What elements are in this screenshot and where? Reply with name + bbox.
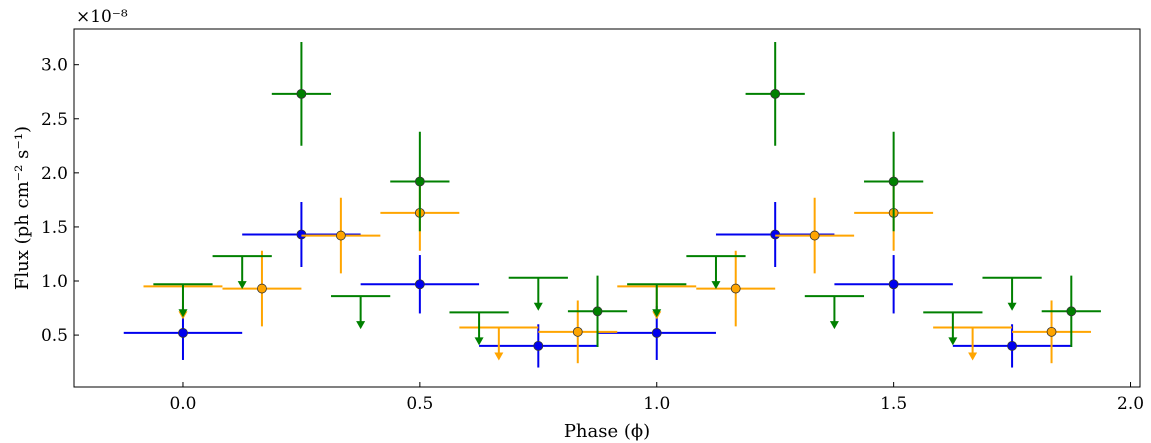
- data-point: [1041, 275, 1101, 347]
- data-marker: [296, 88, 307, 99]
- data-marker: [296, 229, 307, 240]
- data-marker: [730, 283, 741, 294]
- upper-limit: [449, 311, 509, 346]
- upper-limit: [982, 276, 1042, 311]
- x-tick-label: 0.5: [406, 394, 433, 414]
- axis-ticks: 0.0 0.5 1.0 1.5 2.0 0.5 1.0 1.5 2.0 2.5 3.0: [41, 56, 1144, 414]
- data-point: [775, 197, 855, 274]
- data-marker: [414, 176, 425, 187]
- data-point: [834, 255, 953, 314]
- data-marker: [809, 230, 820, 241]
- down-arrow-icon: [711, 281, 721, 290]
- down-arrow-icon: [356, 321, 366, 330]
- data-marker: [770, 229, 781, 240]
- plot-frame: [73, 28, 1141, 388]
- data-point: [390, 131, 450, 232]
- data-marker: [770, 88, 781, 99]
- data-marker: [257, 283, 267, 294]
- x-tick-label: 0.0: [169, 394, 196, 414]
- data-marker: [572, 326, 583, 337]
- upper-limit: [686, 255, 746, 290]
- upper-limit: [627, 283, 687, 318]
- down-arrow-icon: [237, 281, 247, 290]
- y-axis-multiplier: ×10⁻⁸: [76, 7, 128, 27]
- data-marks: [123, 41, 1101, 368]
- data-marker: [533, 341, 544, 351]
- upper-limit: [331, 295, 391, 330]
- y-tick-label: 1.5: [41, 218, 68, 238]
- down-arrow-icon: [652, 309, 662, 318]
- upper-limit: [933, 326, 1013, 361]
- upper-limit: [153, 283, 213, 318]
- down-arrow-icon: [948, 337, 958, 346]
- y-tick-label: 3.0: [41, 56, 68, 76]
- down-arrow-icon: [494, 352, 504, 361]
- y-tick-label: 1.0: [41, 272, 68, 292]
- data-marker: [414, 279, 425, 290]
- down-arrow-icon: [968, 352, 978, 361]
- data-marker: [592, 306, 603, 317]
- x-axis-label: Phase (ϕ): [564, 421, 650, 442]
- x-tick-label: 2.0: [1117, 394, 1144, 414]
- upper-limit: [459, 326, 539, 361]
- y-tick-label: 2.0: [41, 164, 68, 184]
- y-axis-label: Flux (ph cm⁻² s⁻¹): [12, 126, 33, 290]
- down-arrow-icon: [1007, 302, 1017, 311]
- down-arrow-icon: [178, 309, 188, 318]
- upper-limit: [804, 295, 865, 330]
- data-marker: [335, 230, 346, 241]
- data-point: [745, 41, 805, 146]
- data-marker: [1046, 326, 1057, 337]
- upper-limit: [923, 311, 983, 346]
- data-marker: [178, 328, 188, 338]
- data-point: [360, 255, 480, 314]
- data-point: [696, 250, 776, 327]
- x-tick-label: 1.5: [880, 394, 907, 414]
- data-marker: [888, 279, 899, 290]
- data-marker: [888, 176, 899, 187]
- data-marker: [1066, 306, 1077, 317]
- down-arrow-icon: [829, 321, 839, 330]
- upper-limit: [508, 276, 568, 311]
- data-point: [538, 300, 618, 364]
- data-marker: [1007, 341, 1017, 351]
- y-tick-label: 2.5: [41, 110, 68, 130]
- series-orange: [143, 175, 1092, 364]
- data-point: [271, 41, 332, 146]
- data-point: [1012, 300, 1092, 364]
- upper-limit: [212, 255, 272, 290]
- down-arrow-icon: [533, 302, 543, 311]
- series-green: [153, 41, 1101, 347]
- data-point: [301, 197, 381, 274]
- data-point: [864, 131, 924, 232]
- data-marker: [651, 328, 662, 338]
- x-tick-label: 1.0: [643, 394, 670, 414]
- data-point: [222, 250, 302, 327]
- y-tick-label: 0.5: [41, 326, 68, 346]
- data-point: [567, 275, 628, 347]
- down-arrow-icon: [474, 337, 484, 346]
